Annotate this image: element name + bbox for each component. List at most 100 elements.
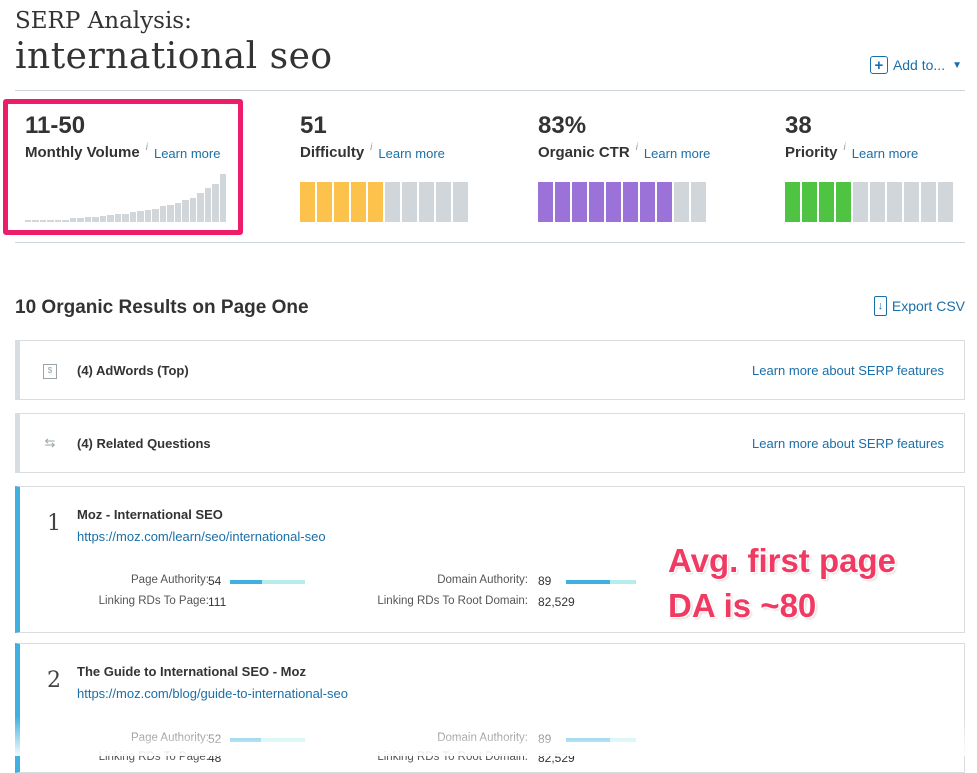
- meter-segment: [368, 182, 383, 222]
- meter-segment: [785, 182, 800, 222]
- result-url[interactable]: https://moz.com/blog/guide-to-internatio…: [77, 686, 348, 701]
- metric-organic-ctr: 83% Organic CTR i Learn more: [538, 112, 710, 161]
- volume-trend-bar: [144, 210, 152, 222]
- meter-segment: [385, 182, 400, 222]
- volume-trend-bar: [152, 209, 159, 222]
- info-icon[interactable]: i: [843, 142, 846, 153]
- meter-segment: [853, 182, 868, 222]
- meter-segment: [351, 182, 366, 222]
- feature-label: (4) AdWords (Top): [77, 362, 189, 378]
- page-title: international seo: [15, 36, 333, 77]
- volume-trend-bar: [204, 188, 212, 222]
- meter-segment: [402, 182, 417, 222]
- learn-more-link[interactable]: Learn more: [643, 146, 711, 161]
- result-title[interactable]: Moz - International SEO: [77, 507, 223, 522]
- meter-segment: [802, 182, 817, 222]
- result-rank: 2: [47, 668, 61, 693]
- volume-trend-bar: [77, 218, 84, 222]
- export-csv-label: Export CSV: [891, 298, 965, 314]
- linking-rds-page-value: 111: [208, 595, 227, 609]
- meter-segment: [623, 182, 638, 222]
- meter-segment: [606, 182, 621, 222]
- meter-segment: [819, 182, 834, 222]
- annotation-line: DA is ~80: [668, 587, 817, 624]
- bar-track: [610, 580, 636, 584]
- download-icon: ↓: [873, 296, 887, 316]
- dollar-icon: $: [42, 361, 58, 379]
- meter-segment: [589, 182, 604, 222]
- linking-rds-root-value: 82,529: [538, 595, 575, 609]
- linking-rds-root-label: Linking RDs To Root Domain:: [377, 751, 528, 763]
- meter-segment: [674, 182, 689, 222]
- volume-trend-chart: [25, 174, 227, 222]
- result-url[interactable]: https://moz.com/learn/seo/international-…: [77, 529, 326, 544]
- add-to-button[interactable]: + Add to... ▼: [869, 56, 962, 74]
- volume-trend-bar: [137, 211, 144, 222]
- bar-fill: [566, 580, 610, 584]
- export-csv-button[interactable]: ↓ Export CSV: [873, 296, 965, 316]
- highlight-box: [3, 99, 243, 235]
- meter-segment: [453, 182, 468, 222]
- learn-more-link[interactable]: Learn more: [851, 146, 919, 161]
- volume-trend-bar: [47, 220, 54, 222]
- domain-authority-bar: [566, 580, 636, 584]
- meter-segment: [572, 182, 587, 222]
- bar-fill: [566, 738, 610, 742]
- volume-trend-bar: [174, 203, 182, 222]
- difficulty-meter: [300, 182, 468, 222]
- volume-trend-bar: [197, 193, 204, 222]
- volume-trend-bar: [92, 217, 99, 222]
- volume-trend-bar: [39, 220, 47, 222]
- learn-more-link[interactable]: Learn more: [153, 146, 221, 161]
- serp-feature-adwords[interactable]: $ (4) AdWords (Top) Learn more about SER…: [15, 340, 965, 400]
- volume-trend-bar: [219, 174, 227, 222]
- domain-authority-label: Domain Authority:: [437, 574, 528, 586]
- linking-rds-page-label: Linking RDs To Page:: [98, 595, 209, 607]
- meter-segment: [436, 182, 451, 222]
- metric-monthly-volume: 11-50 Monthly Volume i Learn more: [25, 112, 220, 161]
- metric-value: 38: [785, 112, 812, 139]
- linking-rds-root-value: 82,529: [538, 751, 575, 765]
- meter-segment: [300, 182, 315, 222]
- metric-value: 11-50: [25, 112, 86, 139]
- page-authority-label: Page Authority:: [131, 732, 209, 744]
- caret-down-icon: ▼: [952, 59, 962, 71]
- info-icon[interactable]: i: [370, 142, 373, 153]
- info-icon[interactable]: i: [635, 142, 638, 153]
- volume-trend-bar: [25, 220, 32, 222]
- learn-serp-features-link[interactable]: Learn more about SERP features: [752, 362, 944, 378]
- metric-value: 51: [300, 112, 327, 139]
- meter-segment: [836, 182, 851, 222]
- serp-feature-related-questions[interactable]: ⇆ (4) Related Questions Learn more about…: [15, 413, 965, 473]
- volume-trend-bar: [114, 214, 122, 222]
- volume-trend-bar: [107, 215, 114, 222]
- volume-trend-bar: [62, 220, 69, 222]
- annotation-callout: Avg. first page DA is ~80: [668, 538, 896, 628]
- linking-rds-page-label: Linking RDs To Page:: [98, 751, 209, 763]
- volume-trend-bar: [54, 220, 62, 222]
- metrics-divider: [15, 242, 965, 243]
- section-title: 10 Organic Results on Page One: [15, 297, 309, 318]
- metric-label: Priority: [785, 144, 838, 161]
- meter-segment: [691, 182, 706, 222]
- learn-more-link[interactable]: Learn more: [378, 146, 445, 161]
- bar-track: [261, 738, 305, 742]
- meter-segment: [938, 182, 953, 222]
- plus-icon: +: [869, 56, 888, 74]
- volume-trend-bar: [212, 184, 219, 222]
- meter-segment: [317, 182, 332, 222]
- info-icon[interactable]: i: [145, 142, 148, 153]
- volume-trend-bar: [69, 218, 77, 222]
- domain-authority-bar: [566, 738, 636, 742]
- learn-serp-features-link[interactable]: Learn more about SERP features: [752, 435, 944, 451]
- page-subtitle: SERP Analysis:: [15, 8, 192, 34]
- meter-segment: [887, 182, 902, 222]
- meter-segment: [870, 182, 885, 222]
- ctr-meter: [538, 182, 706, 222]
- volume-trend-bar: [129, 212, 137, 222]
- meter-segment: [921, 182, 936, 222]
- result-title[interactable]: The Guide to International SEO - Moz: [77, 664, 306, 679]
- meter-segment: [657, 182, 672, 222]
- volume-trend-bar: [84, 217, 92, 222]
- domain-authority-label: Domain Authority:: [437, 732, 528, 744]
